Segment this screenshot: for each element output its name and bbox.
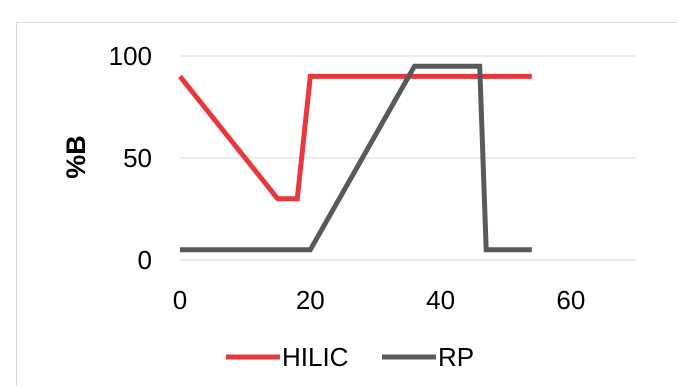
y-tick-labels: 0 50 100	[109, 41, 152, 275]
y-tick-label: 50	[123, 143, 152, 173]
y-axis-label: %B	[61, 135, 91, 179]
legend-label-hilic: HILIC	[282, 342, 348, 372]
y-tick-label: 0	[138, 245, 152, 275]
x-tick-label: 20	[296, 285, 325, 315]
series-lines	[178, 63, 532, 253]
y-tick-label: 100	[109, 41, 152, 71]
chart-frame	[16, 22, 677, 386]
legend-label-rp: RP	[438, 342, 474, 372]
gridlines	[180, 55, 636, 261]
x-tick-labels: 0 20 40 60	[173, 285, 586, 315]
series-line-hilic	[178, 73, 532, 202]
x-tick-label: 60	[556, 285, 585, 315]
x-tick-label: 0	[173, 285, 187, 315]
series-line-rp	[180, 63, 532, 253]
x-tick-label: 40	[426, 285, 455, 315]
legend: HILIC RP	[226, 342, 474, 372]
